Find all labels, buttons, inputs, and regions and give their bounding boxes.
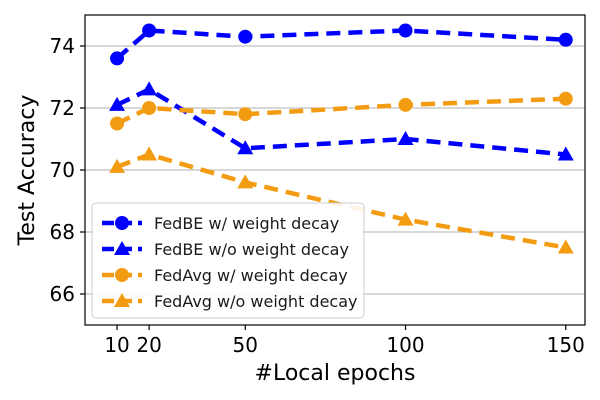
x-tick-label: 50 bbox=[233, 333, 258, 357]
data-point bbox=[397, 211, 414, 226]
data-point bbox=[109, 96, 126, 111]
series-line bbox=[115, 28, 566, 61]
data-point bbox=[141, 146, 158, 161]
series-1 bbox=[110, 23, 573, 66]
data-point bbox=[557, 239, 574, 254]
legend-label: FedAvg w/ weight decay bbox=[154, 266, 348, 285]
data-point bbox=[142, 23, 157, 38]
y-tick-label: 74 bbox=[50, 34, 75, 58]
data-point bbox=[238, 107, 253, 122]
data-point bbox=[558, 32, 573, 47]
x-tick-label: 20 bbox=[136, 333, 161, 357]
data-point bbox=[238, 29, 253, 44]
legend-label: FedAvg w/o weight decay bbox=[154, 292, 358, 311]
x-tick-label: 150 bbox=[547, 333, 585, 357]
x-tick-label: 10 bbox=[104, 333, 129, 357]
legend: FedBE w/ weight decay FedBE w/o weight de… bbox=[91, 202, 365, 319]
series-3 bbox=[110, 91, 573, 131]
legend-label: FedBE w/o weight decay bbox=[154, 240, 349, 259]
series-2 bbox=[109, 81, 574, 161]
series-4 bbox=[109, 146, 574, 254]
data-point bbox=[110, 116, 125, 131]
data-point bbox=[110, 51, 125, 66]
legend-item: FedAvg w/ weight decay bbox=[102, 266, 348, 285]
y-tick-label: 66 bbox=[50, 282, 75, 306]
data-point bbox=[141, 81, 158, 96]
legend-item: FedBE w/o weight decay bbox=[102, 240, 349, 259]
data-point bbox=[109, 158, 126, 173]
legend-marker bbox=[115, 268, 129, 282]
y-axis-label: Test Accuracy bbox=[15, 95, 40, 247]
data-point bbox=[558, 91, 573, 106]
y-tick-label: 68 bbox=[50, 220, 75, 244]
data-point bbox=[557, 146, 574, 161]
data-point bbox=[237, 174, 254, 189]
y-tick-label: 70 bbox=[50, 158, 75, 182]
y-axis-ticks: 66 68 70 72 74 bbox=[50, 34, 85, 306]
data-point bbox=[397, 131, 414, 145]
legend-marker bbox=[114, 241, 130, 255]
x-tick-label: 100 bbox=[386, 333, 424, 357]
legend-box bbox=[91, 202, 365, 319]
data-point bbox=[398, 23, 413, 38]
series-line bbox=[116, 96, 566, 126]
legend-marker bbox=[114, 293, 130, 307]
legend-label: FedBE w/ weight decay bbox=[154, 214, 339, 233]
legend-item: FedAvg w/o weight decay bbox=[102, 292, 358, 311]
series-line bbox=[116, 86, 566, 157]
series-layer bbox=[109, 23, 574, 254]
data-point bbox=[398, 97, 413, 112]
data-point bbox=[237, 140, 254, 155]
x-axis-ticks: 10 20 50 100 150 bbox=[104, 325, 585, 357]
legend-item: FedBE w/ weight decay bbox=[102, 214, 339, 233]
data-point bbox=[142, 101, 157, 115]
x-axis-label: #Local epochs bbox=[255, 361, 416, 386]
y-tick-label: 72 bbox=[50, 96, 75, 120]
legend-marker bbox=[115, 216, 129, 230]
